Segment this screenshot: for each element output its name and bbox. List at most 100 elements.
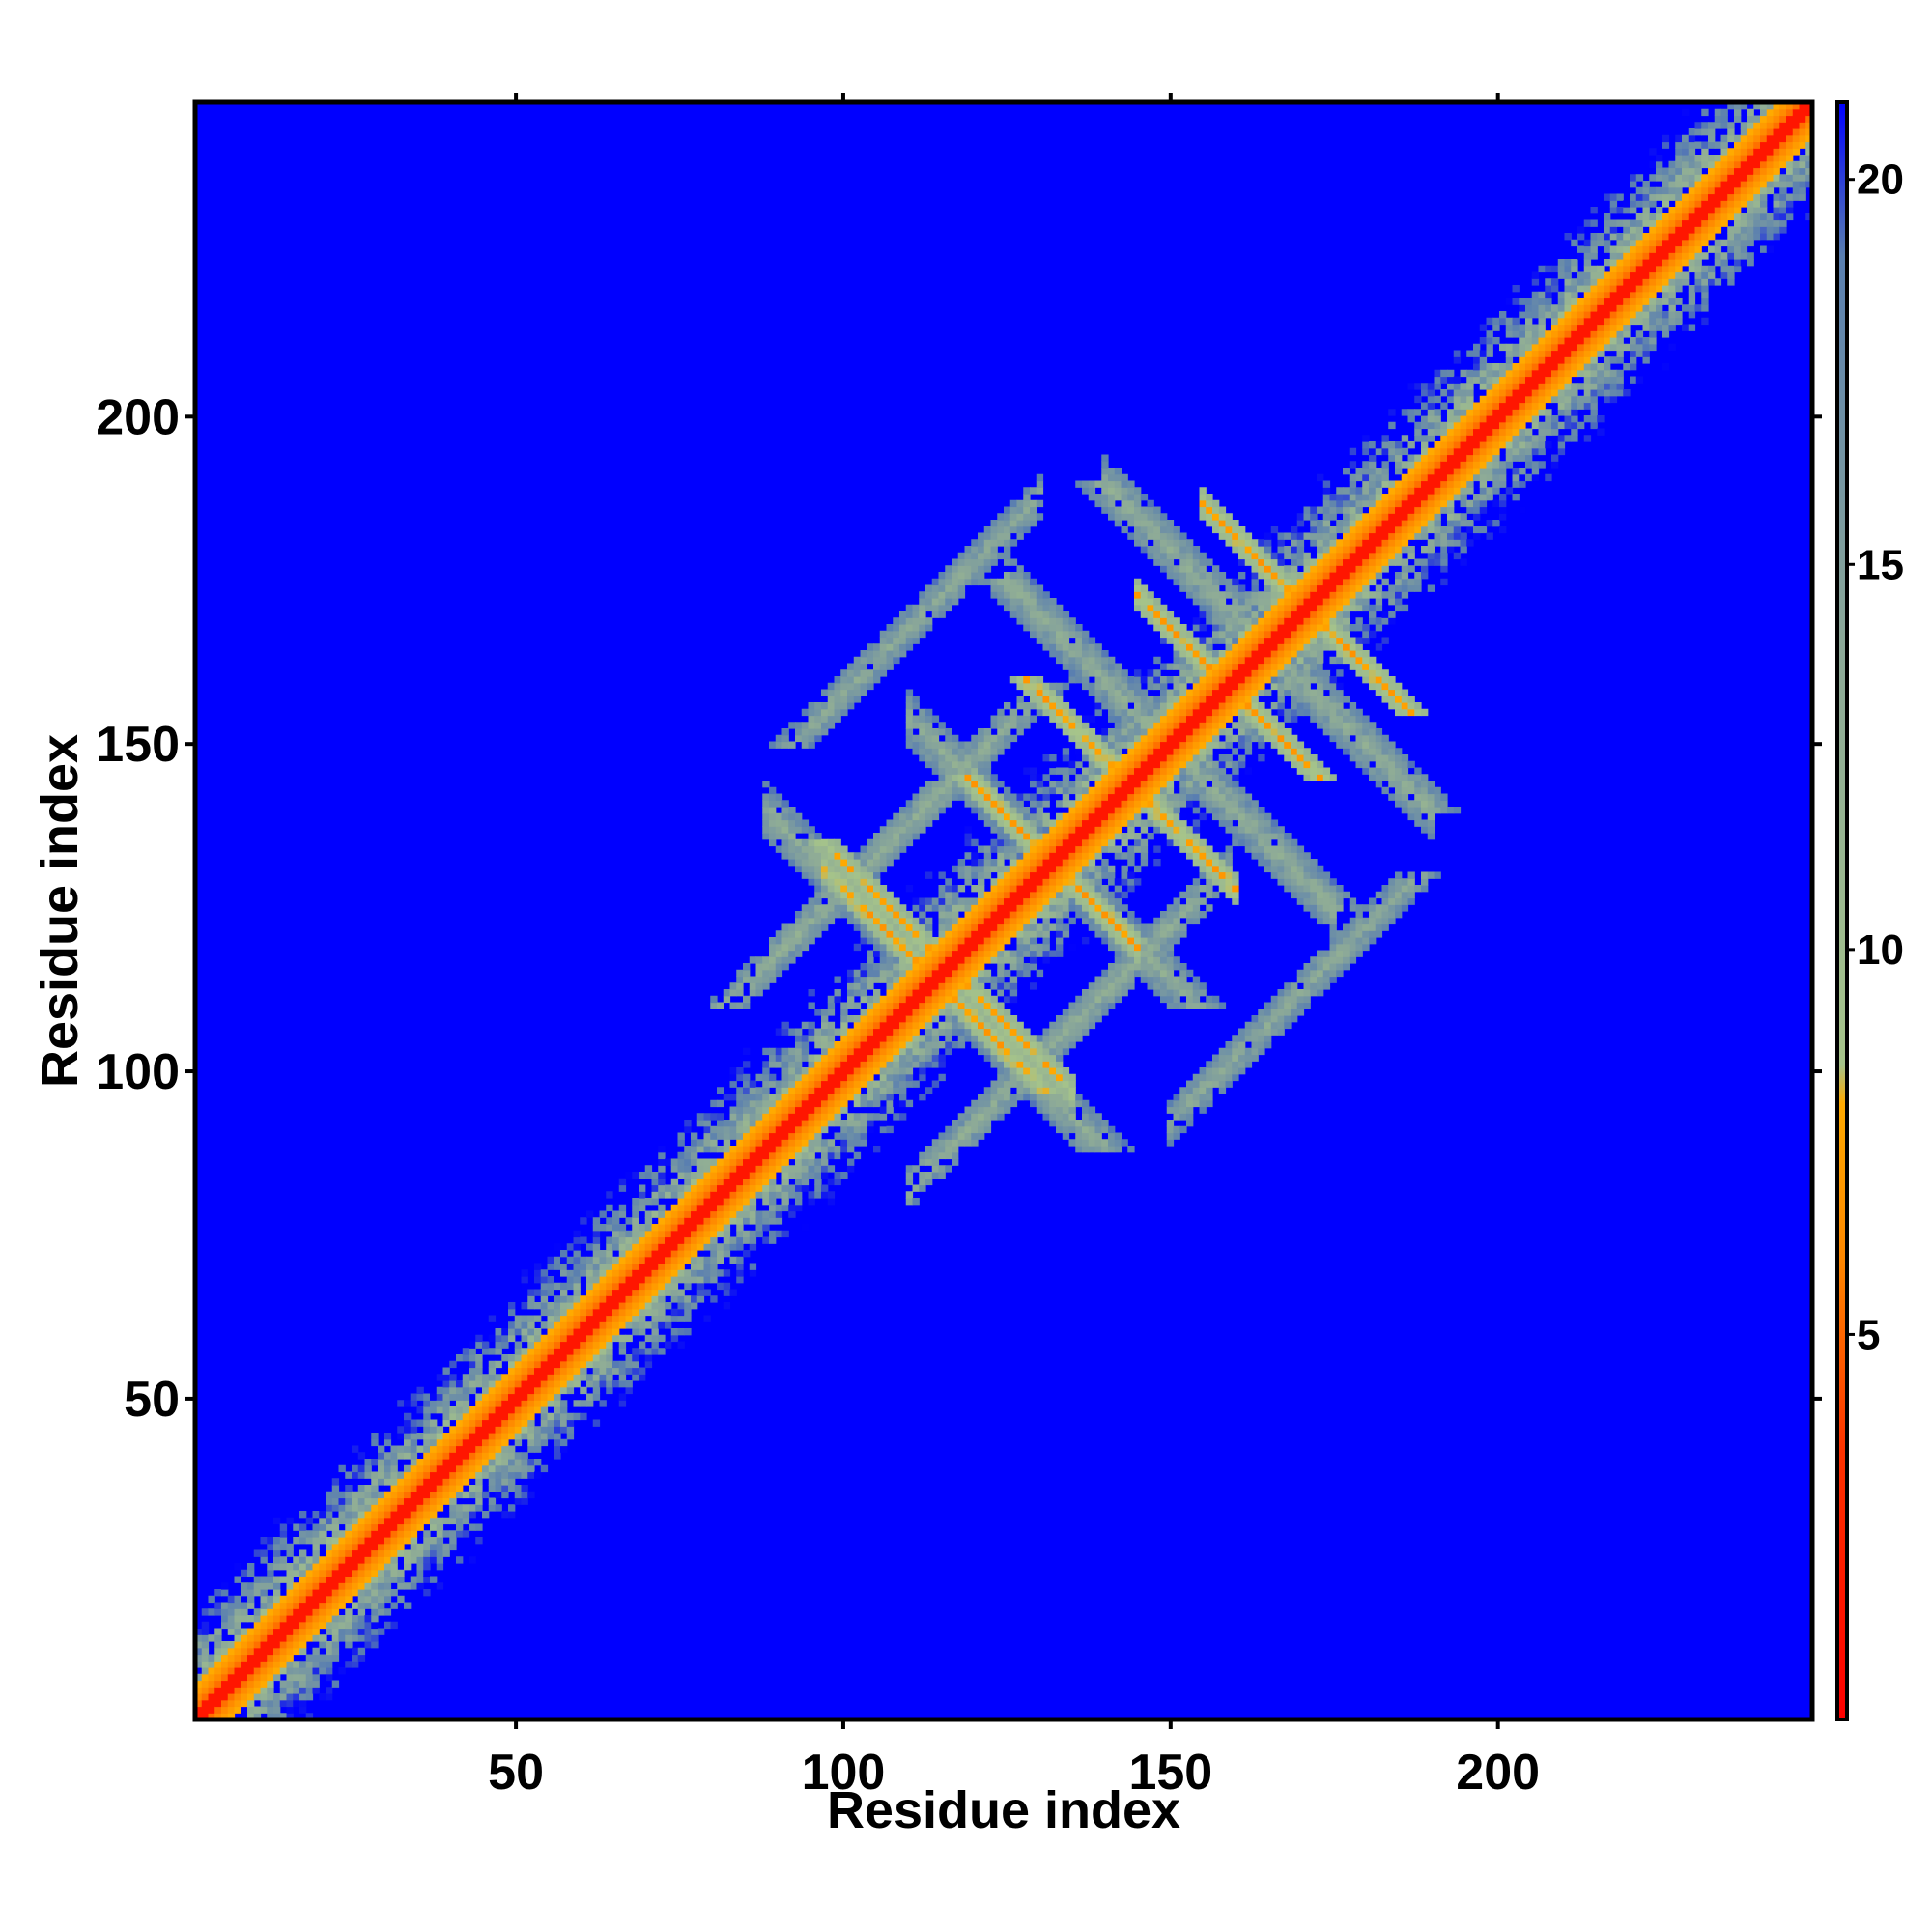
heatmap-cell <box>795 1178 803 1186</box>
heatmap-cell <box>305 1621 314 1630</box>
heatmap-cell <box>352 1634 359 1642</box>
heatmap-cell <box>554 1452 561 1460</box>
heatmap-cell <box>299 1661 307 1668</box>
heatmap-cell <box>867 643 874 651</box>
heatmap-cell <box>1016 937 1024 945</box>
heatmap-cell <box>691 1139 698 1147</box>
heatmap-cell <box>618 1400 627 1407</box>
heatmap-cell <box>326 1628 333 1635</box>
heatmap-cell <box>814 871 822 879</box>
heatmap-cell <box>945 937 952 945</box>
heatmap-cell <box>508 1321 516 1329</box>
heatmap-cell <box>279 1543 288 1551</box>
heatmap-cell <box>253 1667 262 1675</box>
heatmap-cell <box>899 637 907 644</box>
heatmap-cell <box>971 911 979 919</box>
heatmap-cell <box>827 1120 836 1127</box>
heatmap-cell <box>736 1204 744 1212</box>
heatmap-cell <box>1094 871 1102 879</box>
heatmap-cell <box>436 1478 444 1486</box>
heatmap-cell <box>957 982 966 990</box>
heatmap-cell <box>371 1491 379 1499</box>
heatmap-cell <box>952 950 959 957</box>
heatmap-cell <box>586 1282 594 1291</box>
heatmap-cell <box>873 1028 881 1036</box>
heatmap-cell <box>964 976 972 983</box>
heatmap-cell <box>331 1641 340 1649</box>
heatmap-cell <box>990 976 998 983</box>
heatmap-cell <box>912 917 920 925</box>
heatmap-cell <box>1023 838 1031 847</box>
heatmap-cell <box>201 1706 210 1714</box>
heatmap-cell <box>795 923 803 931</box>
heatmap-cell <box>938 956 946 964</box>
heatmap-cell <box>899 611 907 618</box>
heatmap-cell <box>397 1478 405 1486</box>
heatmap-cell <box>599 1276 607 1284</box>
heatmap-cell <box>364 1517 372 1525</box>
heatmap-cell <box>606 1256 613 1264</box>
heatmap-cell <box>1016 1021 1024 1030</box>
heatmap-cell <box>853 1061 862 1068</box>
heatmap-cell <box>762 1146 770 1153</box>
heatmap-cell <box>899 624 907 632</box>
heatmap-cell <box>821 1113 829 1121</box>
heatmap-cell <box>508 1360 516 1369</box>
heatmap-cell <box>945 1047 952 1056</box>
heatmap-cell <box>840 1087 848 1094</box>
heatmap-cell <box>658 1230 666 1238</box>
heatmap-cell <box>299 1634 307 1642</box>
heatmap-cell <box>684 1302 692 1310</box>
heatmap-cell <box>905 630 914 639</box>
heatmap-cell <box>990 800 998 808</box>
heatmap-cell <box>945 1132 952 1140</box>
heatmap-cell <box>410 1459 418 1466</box>
heatmap-cell <box>357 1537 366 1545</box>
heatmap-cell <box>736 1276 744 1284</box>
heatmap-cell <box>957 1041 966 1049</box>
heatmap-cell <box>326 1582 333 1590</box>
heatmap-cell <box>886 1080 894 1088</box>
heatmap-cell <box>1042 937 1050 945</box>
heatmap-cell <box>475 1374 483 1381</box>
heatmap-cell <box>214 1699 222 1708</box>
heatmap-cell <box>893 1080 900 1088</box>
heatmap-cell <box>1049 767 1057 775</box>
heatmap-cell <box>781 923 789 931</box>
heatmap-cell <box>273 1517 281 1525</box>
heatmap-cell <box>618 1204 627 1212</box>
heatmap-cell <box>521 1334 528 1343</box>
heatmap-cell <box>508 1433 516 1440</box>
heatmap-cell <box>1114 1146 1122 1153</box>
heatmap-cell <box>305 1680 314 1688</box>
heatmap-cell <box>749 956 757 964</box>
heatmap-cell <box>801 1172 810 1179</box>
heatmap-cell <box>873 1080 881 1088</box>
heatmap-cell <box>971 865 979 873</box>
heatmap-cell <box>1082 1113 1090 1121</box>
heatmap-cell <box>801 1151 810 1160</box>
heatmap-cell <box>488 1485 497 1492</box>
heatmap-cell <box>1082 800 1090 808</box>
heatmap-cell <box>814 852 822 860</box>
heatmap-cell <box>1016 1061 1024 1068</box>
heatmap-cell <box>456 1400 464 1407</box>
heatmap-cell <box>821 891 829 899</box>
heatmap-cell <box>430 1452 438 1460</box>
heatmap-cell <box>527 1438 535 1447</box>
heatmap-cell <box>691 1184 698 1192</box>
heatmap-cell <box>286 1589 294 1597</box>
heatmap-cell <box>971 1035 979 1042</box>
heatmap-cell <box>390 1543 398 1551</box>
heatmap-cell <box>978 1002 985 1009</box>
heatmap-cell <box>762 1094 770 1101</box>
heatmap-cell <box>345 1641 353 1649</box>
heatmap-cell <box>840 885 848 893</box>
heatmap-cell <box>1056 1080 1064 1088</box>
heatmap-cell <box>684 1165 692 1173</box>
heatmap-cell <box>814 865 822 873</box>
heatmap-cell <box>560 1328 568 1336</box>
heatmap-cell <box>1082 715 1090 723</box>
heatmap-cell <box>357 1464 366 1473</box>
heatmap-cell <box>1082 1139 1090 1147</box>
